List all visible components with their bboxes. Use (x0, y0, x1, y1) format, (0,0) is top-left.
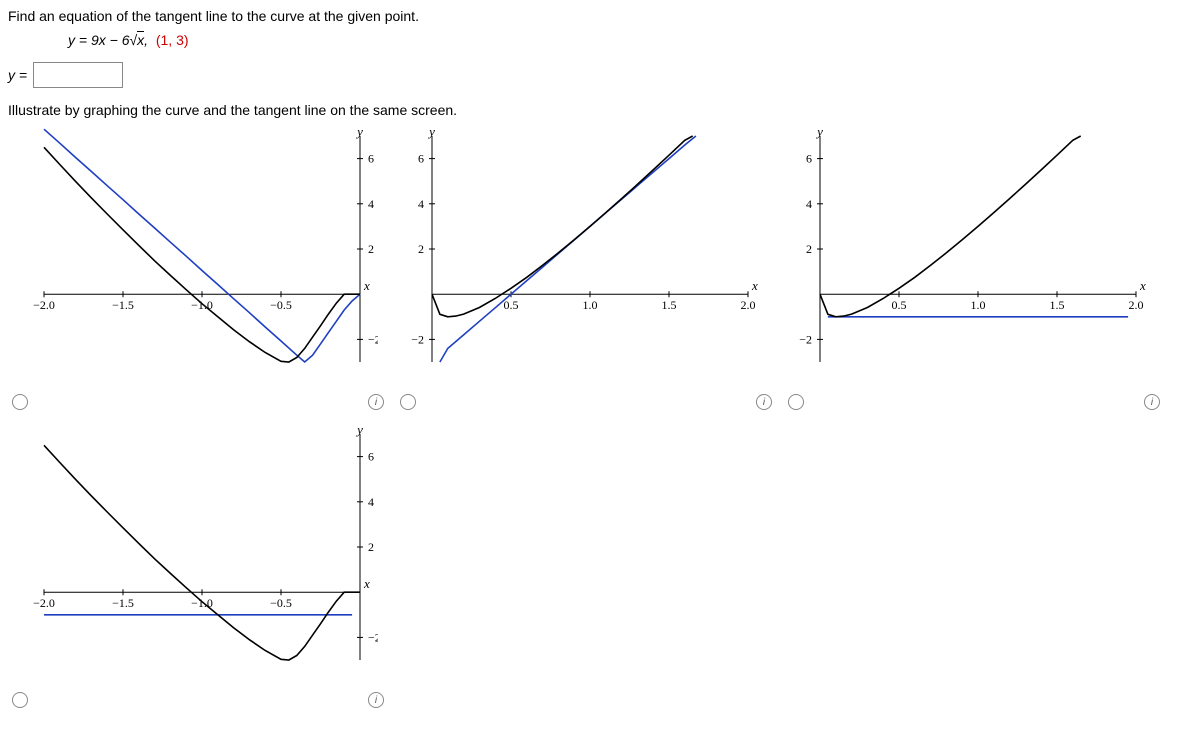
svg-text:−2.0: −2.0 (33, 596, 55, 610)
option-radio[interactable] (788, 394, 804, 410)
svg-text:2: 2 (806, 242, 812, 256)
graph-canvas: 0.5 1.0 1.5 2.0 −2 2 4 6 x y (396, 124, 776, 384)
info-icon[interactable]: i (1144, 394, 1160, 410)
svg-text:1.5: 1.5 (662, 298, 677, 312)
illustrate-prompt: Illustrate by graphing the curve and the… (8, 102, 1192, 118)
svg-text:y: y (355, 124, 363, 139)
svg-text:4: 4 (368, 495, 374, 509)
given-equation: y = 9x − 6√x, (1, 3) (68, 32, 1192, 48)
graph-option-1: −2.0−1.5−1.0−0.5−2246xy i (8, 124, 388, 414)
svg-text:4: 4 (368, 197, 374, 211)
graph-grid: −2.0−1.5−1.0−0.5−2246xy i 0.51.01.52.0−2… (8, 124, 1192, 712)
svg-text:6: 6 (368, 152, 374, 166)
svg-text:y: y (427, 124, 435, 139)
svg-text:x: x (1139, 278, 1146, 293)
svg-text:1.0: 1.0 (583, 298, 598, 312)
info-icon[interactable]: i (368, 692, 384, 708)
svg-text:2: 2 (418, 242, 424, 256)
option-radio[interactable] (12, 394, 28, 410)
svg-text:−0.5: −0.5 (270, 298, 292, 312)
svg-text:−2: −2 (411, 332, 424, 346)
info-icon[interactable]: i (368, 394, 384, 410)
graph-canvas: −2.0−1.5−1.0−0.5−2246xy (8, 124, 388, 384)
svg-text:−2: −2 (368, 332, 378, 346)
option-radio[interactable] (12, 692, 28, 708)
svg-text:1.0: 1.0 (971, 298, 986, 312)
graph-option-3: 0.5 1.0 1.5 2.0 −2 2 4 6 x y i (784, 124, 1164, 414)
svg-text:0.5: 0.5 (892, 298, 907, 312)
question-prompt: Find an equation of the tangent line to … (8, 8, 1192, 24)
svg-text:x: x (363, 576, 370, 591)
answer-label: y = (8, 67, 27, 83)
svg-text:1.5: 1.5 (1050, 298, 1065, 312)
eq-radicand: x (137, 31, 144, 48)
svg-text:−0.5: −0.5 (270, 596, 292, 610)
svg-text:−1.5: −1.5 (112, 298, 134, 312)
svg-text:2.0: 2.0 (1129, 298, 1144, 312)
svg-text:2: 2 (368, 242, 374, 256)
svg-text:−1.5: −1.5 (112, 596, 134, 610)
answer-input[interactable] (33, 62, 123, 88)
graph-canvas: 0.5 1.0 1.5 2.0 −2 2 4 6 x y (784, 124, 1164, 384)
svg-text:−2: −2 (368, 630, 378, 644)
graph-option-2: 0.5 1.0 1.5 2.0 −2 2 4 6 x y i (396, 124, 776, 414)
svg-text:−2.0: −2.0 (33, 298, 55, 312)
svg-text:0.5: 0.5 (504, 298, 519, 312)
svg-text:6: 6 (806, 152, 812, 166)
svg-text:2.0: 2.0 (741, 298, 756, 312)
svg-text:6: 6 (368, 450, 374, 464)
svg-text:2: 2 (368, 540, 374, 554)
graph-canvas: −2.0−1.5−1.0−0.5−2246xy (8, 422, 388, 682)
answer-row: y = (8, 62, 1192, 88)
svg-text:y: y (355, 422, 363, 437)
given-point: (1, 3) (156, 32, 189, 48)
svg-text:6: 6 (418, 152, 424, 166)
eq-prefix: y = 9x − 6 (68, 32, 129, 48)
graph-option-4: −2.0−1.5−1.0−0.5−2246xy i (8, 422, 388, 712)
svg-text:−2: −2 (799, 332, 812, 346)
info-icon[interactable]: i (756, 394, 772, 410)
svg-text:x: x (751, 278, 758, 293)
option-radio[interactable] (400, 394, 416, 410)
svg-text:4: 4 (806, 197, 812, 211)
svg-text:x: x (363, 278, 370, 293)
svg-text:y: y (815, 124, 823, 139)
svg-text:4: 4 (418, 197, 424, 211)
